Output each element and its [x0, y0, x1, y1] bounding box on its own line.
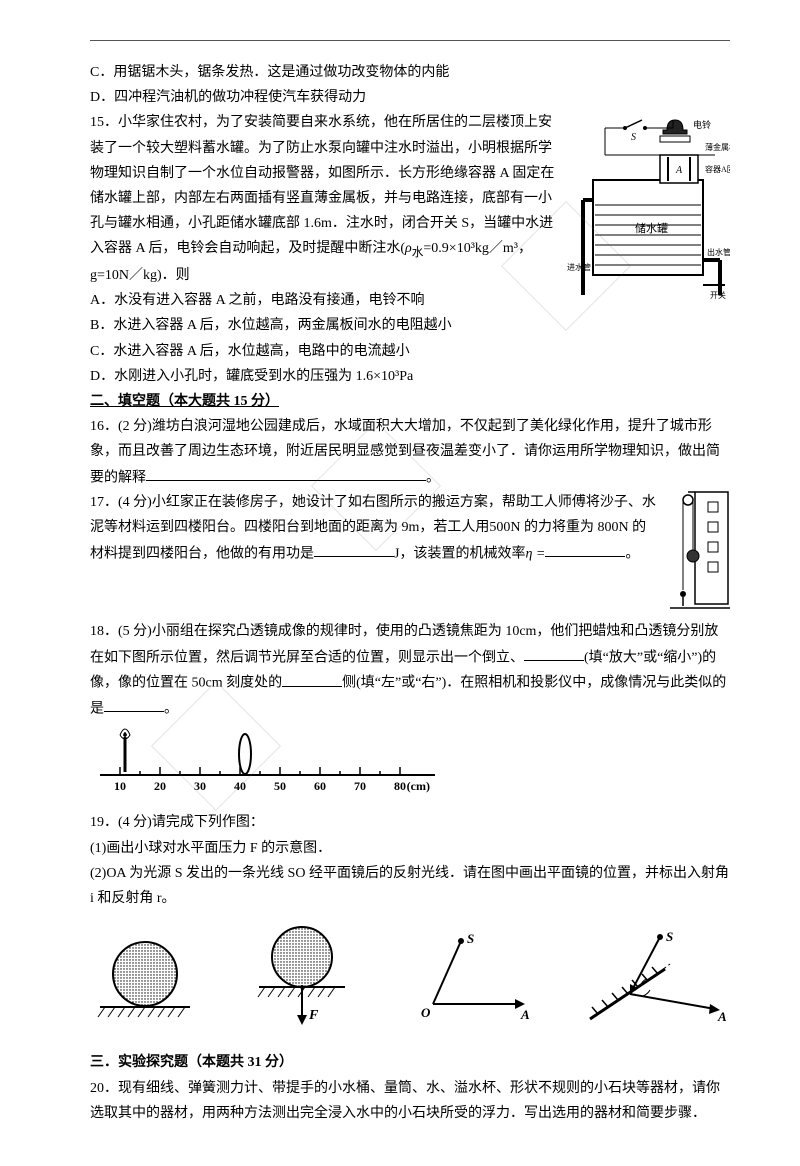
- svg-text:O: O: [421, 1005, 431, 1020]
- q17-blank-2[interactable]: [545, 541, 625, 557]
- svg-text:60: 60: [314, 779, 326, 793]
- svg-text:30: 30: [194, 779, 206, 793]
- q19-head: 19．(4 分)请完成下列作图：: [90, 810, 730, 835]
- svg-text:40: 40: [234, 779, 246, 793]
- svg-text:S: S: [666, 929, 673, 944]
- svg-text:20: 20: [154, 779, 166, 793]
- svg-text:A: A: [520, 1007, 530, 1022]
- svg-text:容器A固定板: 容器A固定板: [705, 164, 730, 174]
- q17-figure: [670, 490, 730, 619]
- q15-option-d: D．水刚进入小孔时，罐底受到水的压强为 1.6×10³Pa: [90, 364, 730, 389]
- q14-option-c: C．用锯锯木头，锯条发热．这是通过做功改变物体的内能: [90, 60, 730, 85]
- q19-figures: F S O A S A: [90, 919, 730, 1038]
- q16: 16．(2 分)潍坊白浪河湿地公园建成后，水域面积大大增加，不仅起到了美化绿化作…: [90, 414, 730, 490]
- q15-option-c: C．水进入容器 A 后，水位越高，电路中的电流越小: [90, 339, 730, 364]
- svg-text:电铃: 电铃: [693, 119, 711, 130]
- q18-blank-2[interactable]: [282, 670, 342, 686]
- q19-part2: (2)OA 为光源 S 发出的一条光线 SO 经平面镜后的反射光线．请在图中画出…: [90, 861, 730, 911]
- q18: 18．(5 分)小丽组在探究凸透镜成像的规律时，使用的凸透镜焦距为 10cm，他…: [90, 619, 730, 721]
- svg-text:A: A: [675, 165, 683, 176]
- q18-blank-3[interactable]: [104, 696, 164, 712]
- svg-text:10: 10: [114, 779, 126, 793]
- page-top-rule: [90, 40, 730, 41]
- svg-text:进水管: 进水管: [567, 262, 591, 272]
- section-2-title: 二、填空题（本大题共 15 分）: [90, 389, 730, 414]
- svg-text:70: 70: [354, 779, 366, 793]
- q17-blank-1[interactable]: [314, 541, 394, 557]
- q18-ruler-figure: 10 20 30 40 50 60 70 80(cm): [90, 727, 730, 806]
- q19-part1: (1)画出小球对水平面压力 F 的示意图．: [90, 836, 730, 861]
- svg-text:(cm): (cm): [407, 779, 430, 793]
- svg-text:出水管: 出水管: [707, 247, 730, 257]
- q15-figure: 储水罐 A 电铃 S 薄金属板 容器A固定板 进水管 出水管 开关: [565, 110, 730, 309]
- svg-text:50: 50: [274, 779, 286, 793]
- svg-text:薄金属板: 薄金属板: [705, 142, 730, 152]
- q15-option-b: B．水进入容器 A 后，水位越高，两金属板间水的电阻越小: [90, 313, 730, 338]
- svg-text:S: S: [631, 132, 636, 143]
- q14-option-d: D．四冲程汽油机的做功冲程使汽车获得动力: [90, 85, 730, 110]
- tank-label: 储水罐: [635, 221, 668, 235]
- svg-text:80: 80: [394, 779, 406, 793]
- svg-text:A: A: [717, 1009, 727, 1024]
- svg-text:开关: 开关: [710, 290, 726, 300]
- svg-text:F: F: [308, 1008, 319, 1023]
- q18-blank-1[interactable]: [524, 645, 584, 661]
- section-3-title: 三．实验探究题（本题共 31 分）: [90, 1050, 730, 1075]
- q16-blank[interactable]: [146, 465, 426, 481]
- svg-text:S: S: [467, 931, 474, 946]
- q20: 20．现有细线、弹簧测力计、带提手的小水桶、量筒、水、溢水杯、形状不规则的小石块…: [90, 1076, 730, 1126]
- q17: 17．(4 分)小红家正在装修房子，她设计了如右图所示的搬运方案，帮助工人师傅将…: [90, 490, 730, 566]
